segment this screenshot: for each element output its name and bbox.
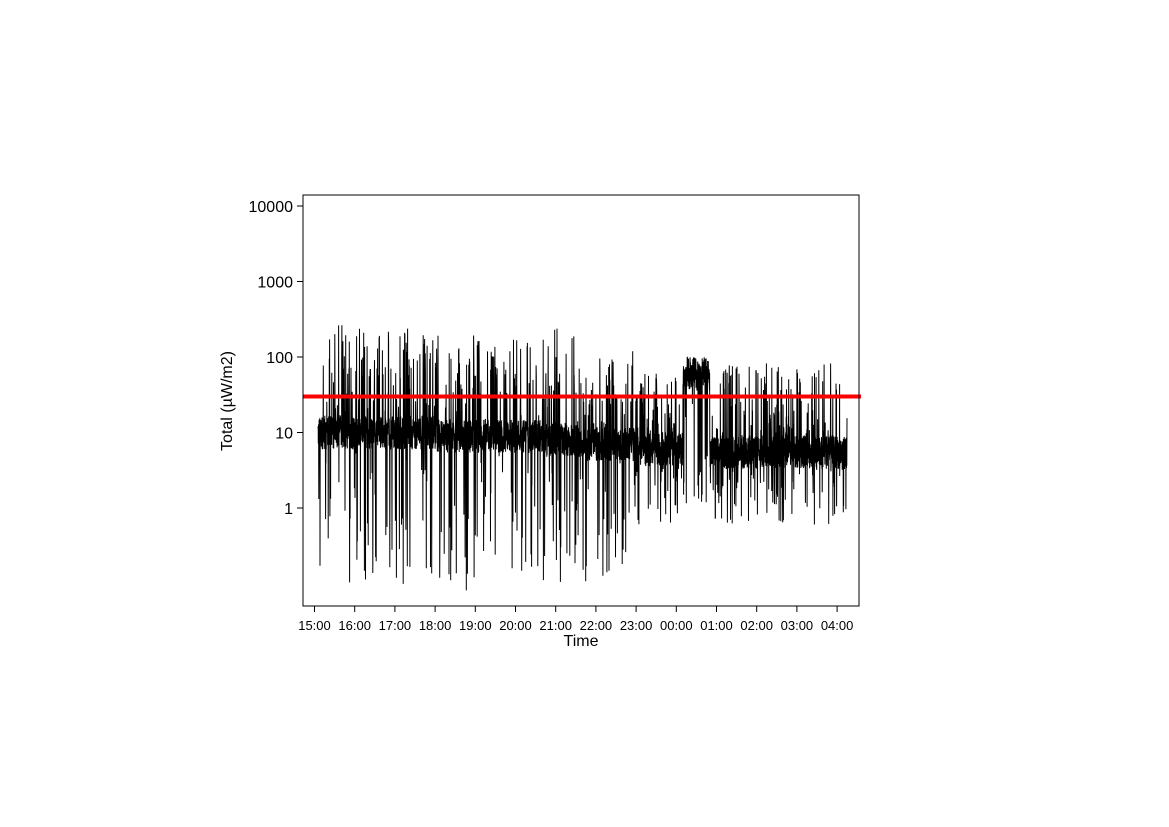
x-tick-label: 01:00 (700, 618, 733, 633)
y-tick-label: 1 (284, 501, 293, 518)
x-tick-label: 18:00 (419, 618, 452, 633)
x-tick-label: 15:00 (298, 618, 331, 633)
series-trace-group (317, 325, 848, 591)
x-tick-label: 00:00 (660, 618, 693, 633)
y-tick-label: 100 (266, 350, 293, 367)
y-tick-label: 1000 (257, 275, 293, 292)
x-tick-label: 02:00 (740, 618, 773, 633)
x-axis: 15:00 16:00 17:00 18:00 19:00 20:00 21:00 22:00… (298, 606, 853, 633)
x-tick-label: 21:00 (539, 618, 572, 633)
x-tick-label: 16:00 (338, 618, 371, 633)
x-tick-label: 19:00 (459, 618, 492, 633)
x-tick-label: 22:00 (580, 618, 613, 633)
x-tick-label: 23:00 (620, 618, 653, 633)
x-tick-label: 04:00 (821, 618, 854, 633)
x-tick-label: 20:00 (499, 618, 532, 633)
y-axis: 1 10 100 1000 10000 (249, 199, 303, 518)
x-tick-label: 03:00 (781, 618, 814, 633)
x-tick-label: 17:00 (379, 618, 412, 633)
x-axis-title: Time (564, 633, 599, 650)
y-axis-title: Total (µW/m2) (219, 351, 236, 451)
plot-frame (302, 194, 860, 607)
y-tick-label: 10000 (249, 199, 294, 216)
y-tick-label: 10 (275, 426, 293, 443)
series-line (317, 325, 848, 591)
